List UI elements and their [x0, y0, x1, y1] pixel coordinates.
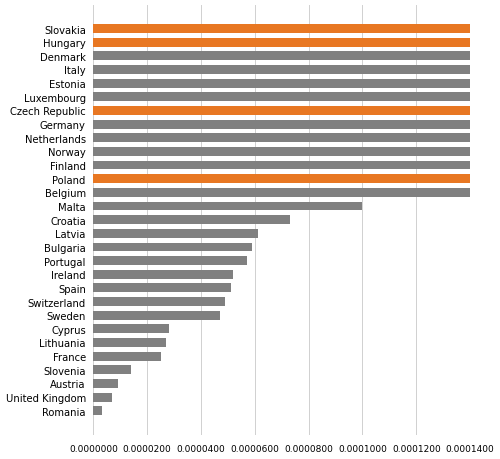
Bar	[94, 120, 500, 129]
Bar	[94, 148, 500, 157]
Bar	[94, 406, 102, 415]
Bar	[94, 393, 112, 402]
Bar	[94, 25, 500, 34]
Bar	[94, 52, 500, 61]
Bar	[94, 66, 500, 75]
Bar	[94, 216, 290, 224]
Bar	[94, 161, 500, 170]
Bar	[94, 175, 500, 184]
Bar	[94, 270, 234, 279]
Bar	[94, 79, 500, 89]
Bar	[94, 243, 252, 252]
Bar	[94, 107, 500, 116]
Bar	[94, 134, 500, 143]
Bar	[94, 39, 500, 48]
Bar	[94, 338, 166, 347]
Bar	[94, 93, 500, 102]
Bar	[94, 311, 220, 320]
Bar	[94, 202, 362, 211]
Bar	[94, 189, 500, 197]
Bar	[94, 284, 230, 293]
Bar	[94, 297, 226, 306]
Bar	[94, 257, 247, 265]
Bar	[94, 352, 160, 361]
Bar	[94, 379, 118, 388]
Bar	[94, 365, 131, 375]
Bar	[94, 230, 258, 238]
Bar	[94, 325, 169, 334]
